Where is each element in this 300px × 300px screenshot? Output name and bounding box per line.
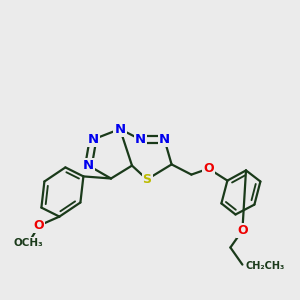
Text: N: N [159, 133, 170, 146]
Text: N: N [135, 133, 146, 146]
Text: O: O [237, 224, 248, 237]
Text: CH₂CH₃: CH₂CH₃ [245, 261, 285, 271]
Text: O: O [203, 162, 214, 175]
Text: O: O [34, 219, 44, 232]
Text: OCH₃: OCH₃ [14, 238, 44, 248]
Text: S: S [142, 173, 152, 186]
Text: N: N [83, 159, 94, 172]
Text: N: N [114, 122, 126, 136]
Text: N: N [87, 133, 99, 146]
